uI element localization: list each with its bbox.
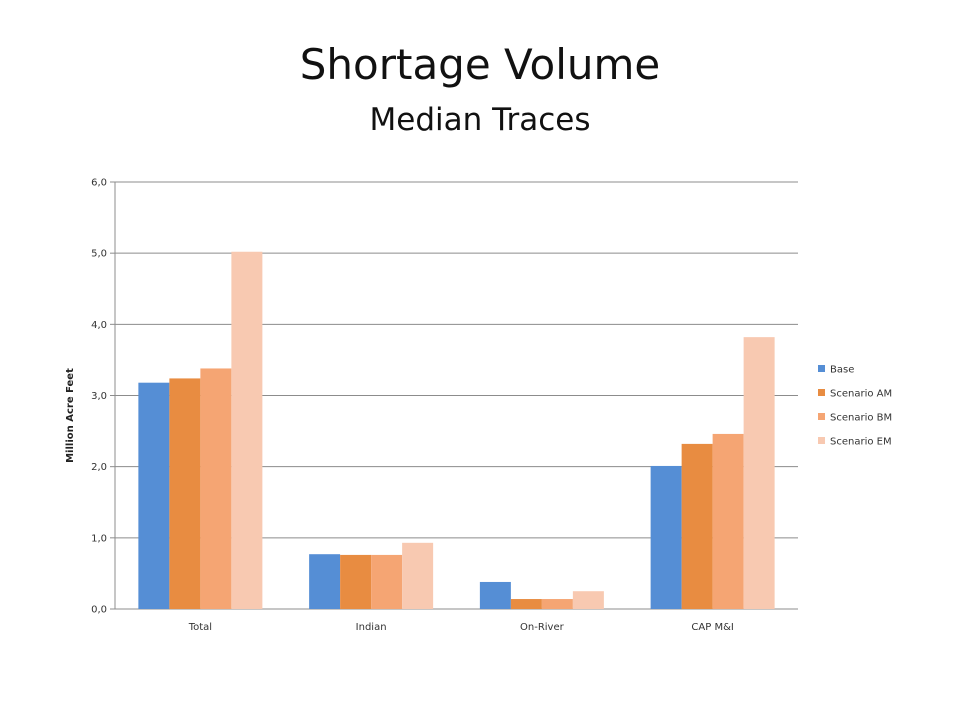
x-tick-label: Total xyxy=(188,622,212,633)
x-tick-label: On-River xyxy=(520,622,565,633)
x-tick-labels: Total Indian On-River CAP M&I xyxy=(188,622,734,633)
y-axis-title: Million Acre Feet xyxy=(65,368,76,463)
chart-subtitle: Median Traces xyxy=(369,102,591,138)
bar-base xyxy=(309,554,341,609)
legend: Base Scenario AM Scenario BM Scenario EM xyxy=(818,365,892,448)
bar-scenario-bm xyxy=(200,368,232,609)
bar-scenario-bm xyxy=(371,554,403,609)
y-tick-label: 0,0 xyxy=(91,605,107,616)
bar-scenario-am xyxy=(510,599,542,609)
legend-entry: Base xyxy=(830,365,854,376)
bar-base xyxy=(479,581,511,609)
bar-scenario-em xyxy=(743,337,775,609)
y-tick-label: 6,0 xyxy=(91,178,107,189)
y-tick-label: 3,0 xyxy=(91,391,107,402)
bar-scenario-bm xyxy=(541,599,573,609)
bar-scenario-em xyxy=(231,251,263,609)
x-tick-label: Indian xyxy=(356,622,387,633)
y-tick-label: 1,0 xyxy=(91,533,107,544)
bars xyxy=(138,251,775,609)
bar-scenario-am xyxy=(340,554,372,609)
legend-entry: Scenario EM xyxy=(830,437,892,448)
y-tick-label: 5,0 xyxy=(91,249,107,260)
y-tick-labels: 0,0 1,0 2,0 3,0 4,0 5,0 6,0 xyxy=(91,178,107,616)
bar-scenario-am xyxy=(169,378,201,609)
chart-title: Shortage Volume xyxy=(299,40,661,89)
y-tick-label: 4,0 xyxy=(91,320,107,331)
x-tick-label: CAP M&I xyxy=(691,622,733,633)
legend-swatch xyxy=(818,389,825,396)
legend-entry: Scenario AM xyxy=(830,389,892,400)
legend-swatch xyxy=(818,413,825,420)
legend-entry: Scenario BM xyxy=(830,413,892,424)
bar-base xyxy=(138,382,170,609)
legend-swatch xyxy=(818,437,825,444)
bar-scenario-am xyxy=(681,443,713,609)
bar-base xyxy=(650,465,682,609)
legend-swatch xyxy=(818,365,825,372)
bar-scenario-em xyxy=(402,542,434,609)
bar-scenario-em xyxy=(572,591,604,609)
y-tick-label: 2,0 xyxy=(91,462,107,473)
bar-scenario-bm xyxy=(712,433,744,609)
